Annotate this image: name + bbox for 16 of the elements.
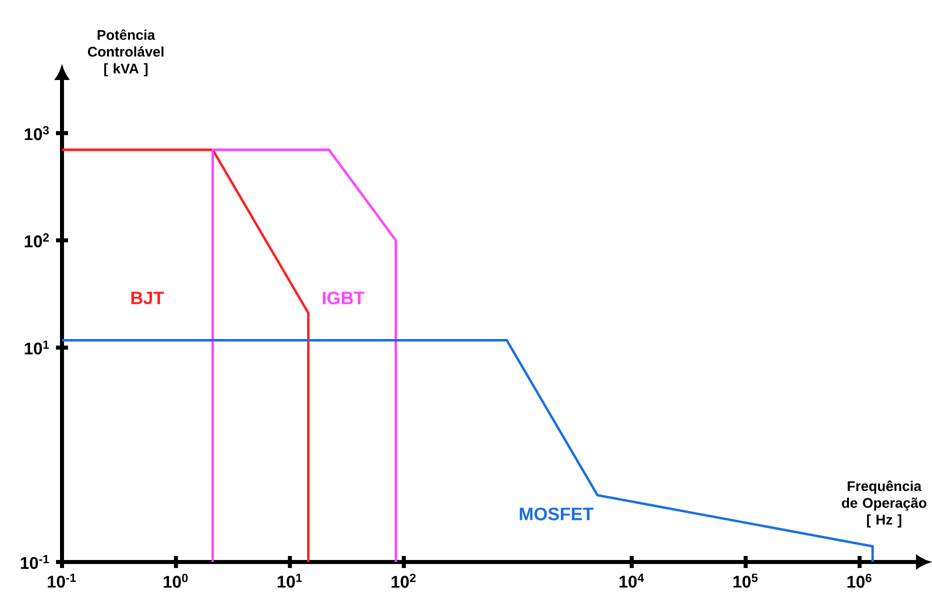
- x-tick-label: 10$^{5}$: [733, 574, 758, 588]
- series-label: MOSFET: [520, 508, 594, 520]
- x-tick-label: 10$^{1}$: [278, 574, 302, 588]
- x-tick-label: 10$^{0}$: [164, 574, 188, 588]
- x-tick-label: 10$^{4}$: [620, 574, 644, 588]
- x-tick-label: 10$^{6}$: [847, 574, 872, 588]
- y-tick-label: 10$^{3}$: [24, 126, 49, 140]
- x-axis-title: Frequência de Operação [ Hz ]: [842, 480, 926, 528]
- text: BJT: [131, 292, 164, 304]
- x-tick-label: 10$^{-1}$: [48, 574, 76, 588]
- series-label: IGBT: [322, 292, 364, 304]
- y-axis-title: Potência Controlável [ kVA ]: [88, 29, 164, 76]
- y-tick-label: 10$^{-1}$: [20, 554, 49, 569]
- y-tick-label: 10$^{1}$: [24, 340, 49, 355]
- x-tick-label: 10$^{2}$: [392, 574, 416, 588]
- y-tick-label: 10$^{2}$: [24, 233, 49, 248]
